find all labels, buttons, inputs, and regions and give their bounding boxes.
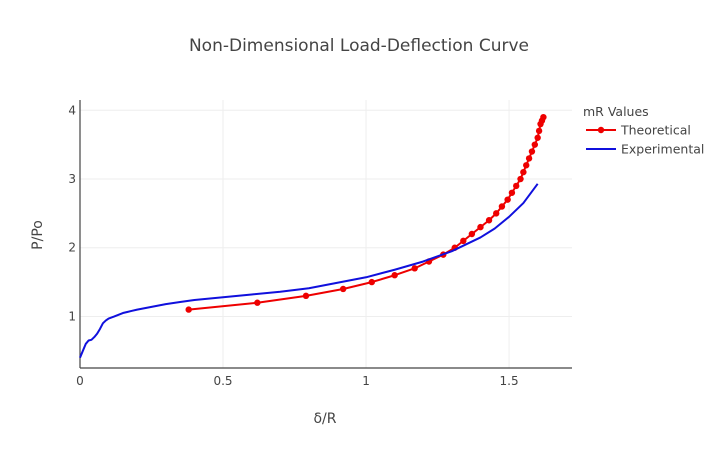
series-theoretical xyxy=(185,113,547,313)
data-point[interactable] xyxy=(368,278,375,286)
y-tick-label: 1 xyxy=(68,309,76,323)
x-tick-label: 1.5 xyxy=(500,374,519,388)
y-axis-label: P/Po xyxy=(30,220,46,250)
data-point[interactable] xyxy=(517,175,524,183)
data-point[interactable] xyxy=(477,223,484,231)
data-point[interactable] xyxy=(185,306,192,313)
y-tick-label: 4 xyxy=(68,103,76,117)
data-point[interactable] xyxy=(493,210,500,217)
legend-title: mR Values xyxy=(583,104,649,119)
data-point[interactable] xyxy=(535,127,543,135)
data-point[interactable] xyxy=(540,113,547,121)
legend-items: Theoretical Experimental xyxy=(586,123,704,157)
y-tick-label: 3 xyxy=(68,172,76,186)
legend-item-experimental[interactable]: Experimental xyxy=(586,142,704,157)
x-tick-label: 0 xyxy=(76,374,84,388)
legend-label: Experimental xyxy=(621,142,704,157)
data-point[interactable] xyxy=(528,148,536,155)
grid-layer xyxy=(80,100,572,368)
data-point[interactable] xyxy=(411,265,418,272)
legend-item-theoretical[interactable]: Theoretical xyxy=(586,123,691,138)
chart-title: Non-Dimensional Load-Deflection Curve xyxy=(189,36,529,56)
data-point[interactable] xyxy=(498,203,506,210)
legend-marker xyxy=(597,126,605,134)
legend-label: Theoretical xyxy=(620,123,691,138)
x-tick-label: 1 xyxy=(362,374,370,388)
data-point[interactable] xyxy=(254,299,261,306)
data-point[interactable] xyxy=(525,155,533,162)
legend[interactable]: mR Values Theoretical Experimental xyxy=(583,104,704,157)
data-point[interactable] xyxy=(302,292,310,300)
data-point[interactable] xyxy=(520,168,527,176)
x-tick-label: 0.5 xyxy=(213,374,232,388)
data-point[interactable] xyxy=(339,285,347,293)
data-point[interactable] xyxy=(523,162,530,169)
data-point[interactable] xyxy=(508,189,516,196)
series-line-experimental xyxy=(79,183,539,359)
data-point[interactable] xyxy=(485,217,493,224)
x-axis-label: δ/R xyxy=(313,411,336,427)
axis-layer: 0 0.5 1 1.5 1 2 3 4 xyxy=(68,100,572,388)
data-point[interactable] xyxy=(460,237,467,245)
data-point[interactable] xyxy=(513,182,520,190)
series-layer xyxy=(79,113,547,359)
data-point[interactable] xyxy=(534,134,541,141)
series-experimental xyxy=(79,183,539,359)
data-point[interactable] xyxy=(531,141,539,148)
y-tick-label: 2 xyxy=(68,241,76,255)
data-point[interactable] xyxy=(468,230,476,238)
data-point[interactable] xyxy=(391,272,398,279)
data-point[interactable] xyxy=(504,196,511,203)
